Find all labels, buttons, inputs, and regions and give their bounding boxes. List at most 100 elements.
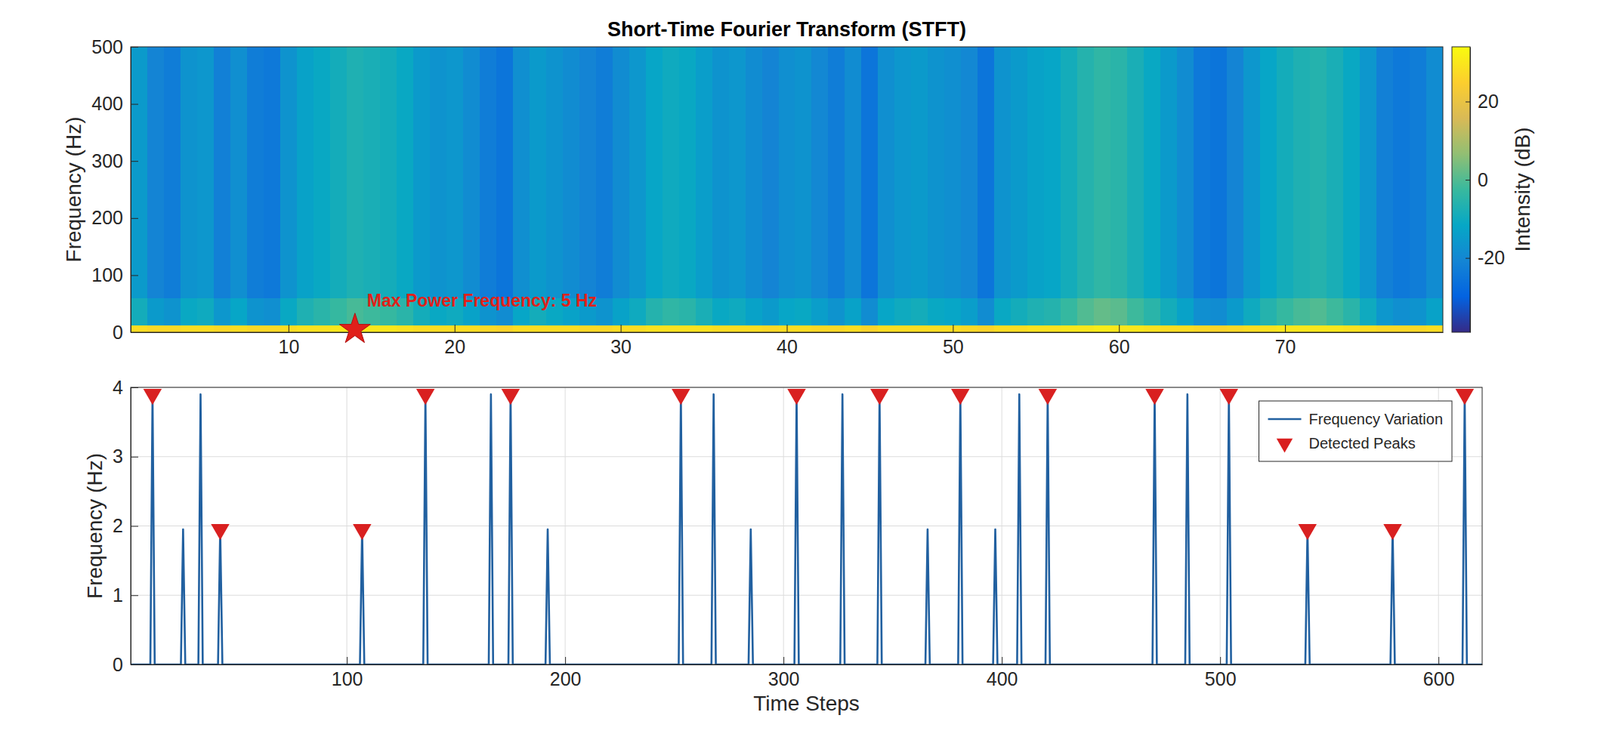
heatmap-cell <box>1210 298 1227 327</box>
tick: 20 <box>444 324 466 358</box>
heatmap-cell <box>794 325 812 333</box>
tick: 400 <box>91 92 139 115</box>
heatmap-cell <box>1010 298 1028 327</box>
heatmap-cell <box>927 298 945 327</box>
tick-mark <box>952 324 954 333</box>
heatmap-cell <box>379 325 397 333</box>
heatmap-cell <box>977 298 995 327</box>
y-axis: 01234 <box>112 376 139 676</box>
x-axis: 100200300400500600 <box>131 657 1483 690</box>
tick: 50 <box>942 324 964 358</box>
tick-mark <box>130 457 139 458</box>
heatmap-cell <box>596 325 613 333</box>
data-point <box>787 389 807 405</box>
canvas: 102030405060700100200300400500Short-Time… <box>0 0 1600 740</box>
axis-line <box>131 664 1483 666</box>
grid-line <box>130 525 1483 527</box>
heatmap-cell <box>645 46 663 299</box>
heatmap-cell <box>1127 298 1144 327</box>
tick-label: 300 <box>91 150 124 172</box>
heatmap-cell <box>546 325 563 333</box>
heatmap-cell <box>1276 46 1294 299</box>
heatmap-cell <box>1176 325 1194 333</box>
heatmap-cell <box>1093 46 1111 299</box>
heatmap-cell <box>413 325 430 333</box>
tick-label: 100 <box>331 668 364 690</box>
tick-label: 400 <box>91 92 124 115</box>
heatmap-cell <box>1309 325 1327 333</box>
tick: 60 <box>1108 324 1131 358</box>
heatmap-cell <box>1393 298 1410 327</box>
plot-background <box>130 387 1483 665</box>
heatmap-cell <box>1426 325 1443 333</box>
heatmap-cell <box>794 46 812 299</box>
heatmap-cell <box>1143 46 1161 299</box>
heatmap-cell <box>230 325 248 333</box>
heatmap-cell <box>1276 325 1294 333</box>
heatmap-cell <box>1210 46 1227 299</box>
heatmap-cell <box>1409 325 1427 333</box>
heatmap-cell <box>579 325 597 333</box>
tick-label: 2 <box>112 515 124 537</box>
tick: 200 <box>91 206 139 229</box>
tick: 400 <box>986 657 1019 690</box>
heatmap-cell <box>662 46 680 299</box>
heatmap-cell <box>1193 298 1211 327</box>
legend-label: Detected Peaks <box>1309 435 1416 452</box>
heatmap-cell <box>1426 298 1443 327</box>
heatmap-cell <box>1143 325 1161 333</box>
heatmap-panel: 102030405060700100200300400500Short-Time… <box>61 18 1534 358</box>
colorbar-title: Intensity (dB) <box>1510 127 1535 253</box>
heatmap-cell <box>712 46 729 299</box>
heatmap-cell <box>1276 298 1294 327</box>
tick-label: 600 <box>1423 668 1455 690</box>
tick-mark <box>130 387 139 389</box>
data-point <box>1038 389 1058 405</box>
heatmap-cell <box>263 46 281 299</box>
heatmap-cell <box>1376 298 1394 327</box>
heatmap-cell <box>1193 325 1211 333</box>
heatmap-cell <box>811 46 828 299</box>
tick-label: 200 <box>549 668 582 690</box>
legend-label: Frequency Variation <box>1309 410 1444 428</box>
heatmap-cell <box>1309 46 1327 299</box>
heatmap-cell <box>960 46 978 299</box>
annotation-label: Max Power Frequency: 5 Hz <box>367 290 597 311</box>
data-line <box>130 394 1483 665</box>
grid-line <box>130 595 1483 597</box>
tick: 4 <box>112 376 139 399</box>
heatmap-cell <box>1193 46 1211 299</box>
annotation-marker <box>339 313 371 343</box>
heatmap-cell <box>346 46 364 299</box>
heatmap-cell <box>512 325 530 333</box>
heatmap-cell <box>213 46 231 299</box>
heatmap-cell <box>762 298 779 327</box>
heatmap-cell <box>778 298 796 327</box>
heatmap-cell <box>827 325 845 333</box>
heatmap-cell <box>180 325 198 333</box>
heatmap-cell <box>1060 298 1078 327</box>
heatmap-cell <box>662 325 680 333</box>
heatmap-cell <box>1010 46 1028 299</box>
data-point <box>416 389 436 405</box>
heatmap-cell <box>911 325 928 333</box>
data-point <box>143 389 163 405</box>
tick: 0 <box>1465 169 1489 191</box>
heatmap-cell <box>1127 46 1144 299</box>
annotation: Max Power Frequency: 5 Hz <box>339 290 597 343</box>
heatmap-cell <box>562 325 580 333</box>
data-point <box>1455 389 1475 405</box>
heatmap-cell <box>429 325 447 333</box>
tick-mark <box>1465 179 1471 181</box>
heatmap-cell <box>1426 46 1443 299</box>
heatmap-cell <box>230 298 248 327</box>
heatmap-cell <box>861 325 878 333</box>
heatmap-cell <box>1409 298 1427 327</box>
heatmap-cell <box>247 46 264 299</box>
heatmap-cell <box>197 46 214 299</box>
tick: 70 <box>1275 324 1297 358</box>
tick: 2 <box>112 515 139 537</box>
legend: Frequency Variation Detected Peaks <box>1259 401 1453 462</box>
heatmap-cell <box>496 325 513 333</box>
heatmap-cell <box>1243 298 1261 327</box>
